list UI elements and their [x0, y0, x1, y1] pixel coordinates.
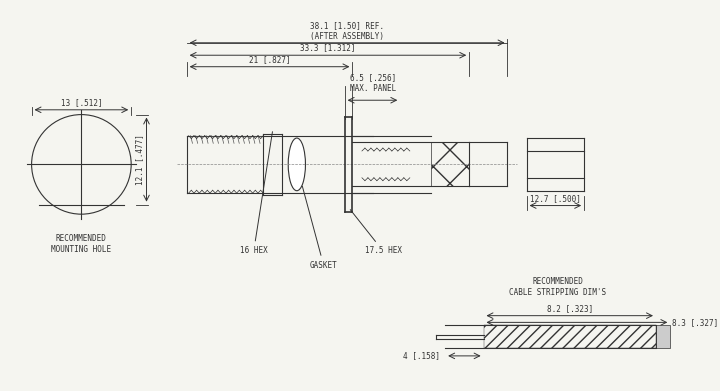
Text: 13 [.512]: 13 [.512]: [60, 98, 102, 107]
Text: RECOMMENDED
CABLE STRIPPING DIM'S: RECOMMENDED CABLE STRIPPING DIM'S: [509, 277, 606, 296]
Text: 12.7 [.500]: 12.7 [.500]: [530, 194, 581, 203]
Ellipse shape: [288, 138, 305, 191]
Text: RECOMMENDED
MOUNTING HOLE: RECOMMENDED MOUNTING HOLE: [51, 234, 112, 254]
Bar: [484, 325, 656, 348]
Bar: [431, 142, 469, 187]
Text: 8.3 [.327]: 8.3 [.327]: [672, 318, 719, 327]
Text: 38.1 [1.50] REF.
(AFTER ASSEMBLY): 38.1 [1.50] REF. (AFTER ASSEMBLY): [310, 22, 384, 41]
Text: 33.3 [1.312]: 33.3 [1.312]: [300, 43, 356, 52]
Text: 12.1 [.477]: 12.1 [.477]: [135, 134, 143, 185]
Text: 8.2 [.323]: 8.2 [.323]: [546, 304, 593, 313]
Text: 16 HEX: 16 HEX: [240, 132, 272, 255]
Text: 17.5 HEX: 17.5 HEX: [350, 210, 402, 255]
Text: 6.5 [.256]
MAX. PANEL: 6.5 [.256] MAX. PANEL: [351, 73, 397, 93]
Text: 4 [.158]: 4 [.158]: [403, 352, 441, 361]
Text: 21 [.827]: 21 [.827]: [248, 55, 290, 64]
Text: GASKET: GASKET: [302, 186, 338, 270]
Bar: [656, 325, 670, 348]
